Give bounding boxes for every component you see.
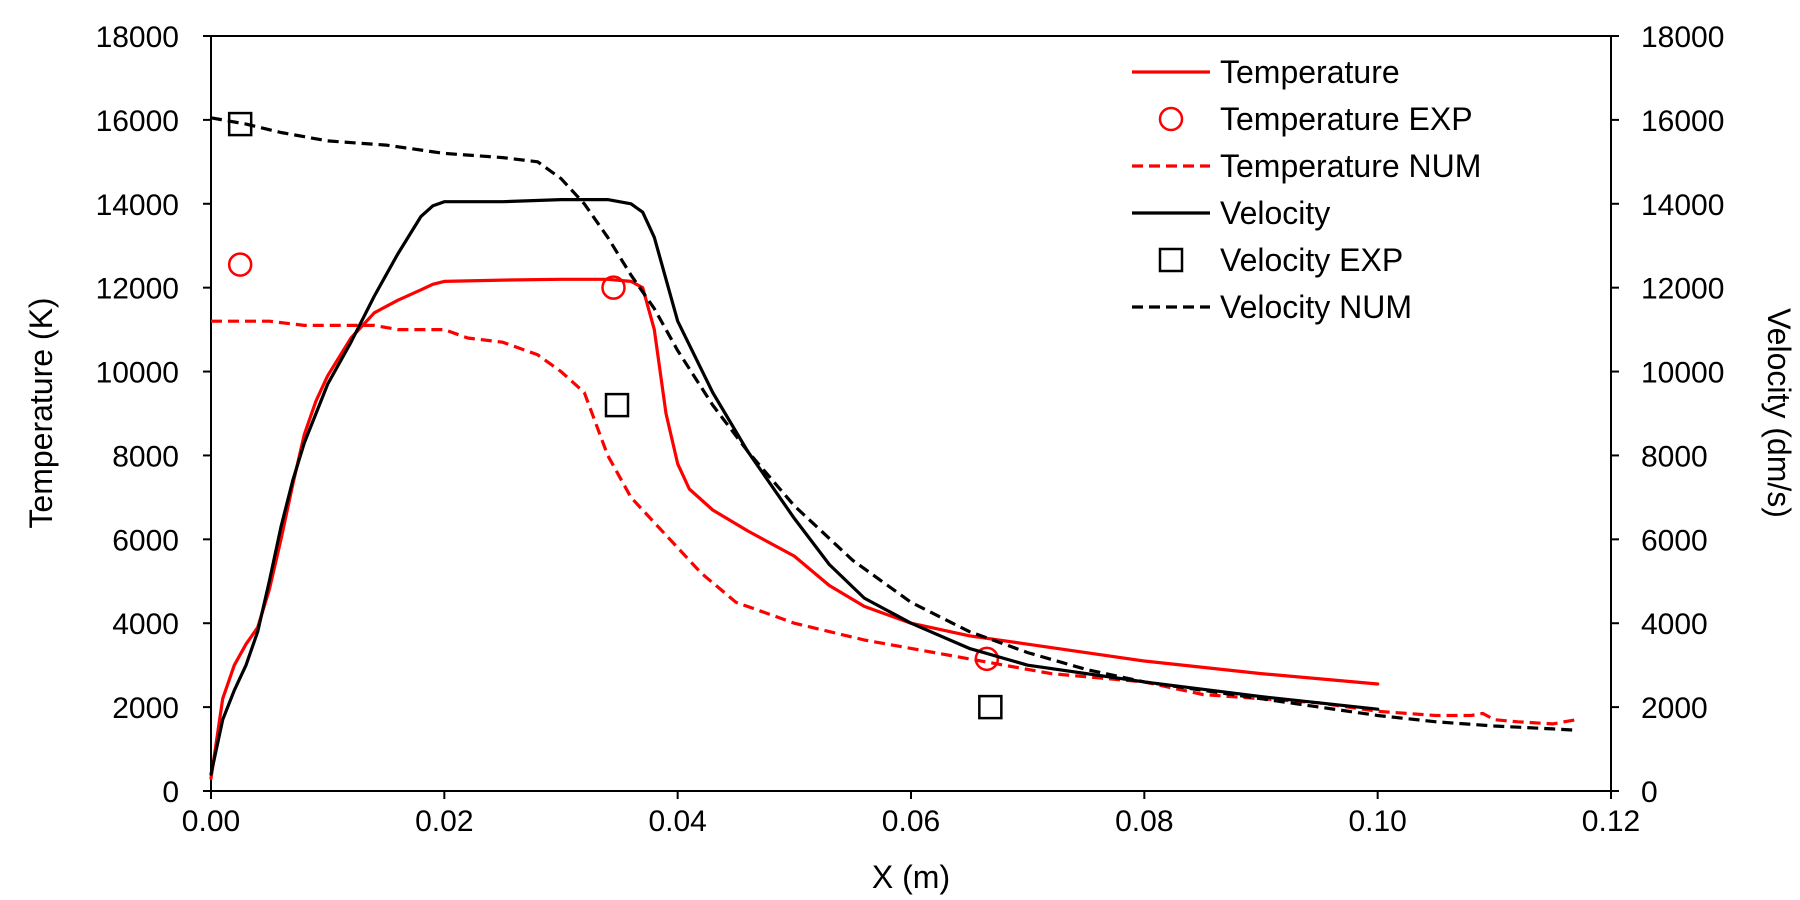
data-point-velocity-exp	[604, 392, 630, 418]
series-line-temperature-num	[211, 319, 1577, 726]
x-tick-label: 0.04	[648, 805, 706, 838]
y2-axis-title: Velocity (dm/s)	[1761, 308, 1797, 518]
x-axis-title: X (m)	[872, 859, 950, 895]
y-tick-label: 0	[162, 776, 179, 809]
y2-tick-label: 14000	[1641, 189, 1724, 222]
legend-label-velocity: Velocity	[1220, 195, 1330, 231]
y2-tick-label: 16000	[1641, 105, 1724, 138]
series-layer	[209, 111, 1577, 781]
legend-swatch-temperature-exp	[1158, 106, 1184, 132]
series-line-temperature	[209, 277, 1380, 781]
data-point-temperature-exp	[601, 275, 626, 300]
legend-swatch-velocity-exp	[1158, 247, 1184, 273]
y-tick-label: 14000	[96, 189, 179, 222]
x-tick-label: 0.10	[1348, 805, 1406, 838]
ticks-layer: 0.00 0.02 0.04 0.06 0.08 0.10 0.12020004000600…	[96, 21, 1725, 838]
legend-label-velocity-num: Velocity NUM	[1220, 289, 1412, 325]
y-tick-label: 12000	[96, 273, 179, 306]
series-line-velocity-num	[210, 116, 1577, 732]
series-line-velocity	[209, 198, 1380, 776]
y2-tick-label: 10000	[1641, 357, 1724, 390]
legend-label-velocity-exp: Velocity EXP	[1220, 242, 1403, 278]
x-tick-label: 0.00	[182, 805, 240, 838]
y2-tick-label: 12000	[1641, 273, 1724, 306]
y-tick-label: 8000	[112, 440, 179, 473]
y2-tick-label: 0	[1641, 776, 1658, 809]
data-point-velocity-exp	[978, 694, 1003, 720]
y-tick-label: 4000	[112, 608, 179, 641]
legend-label-temperature-num: Temperature NUM	[1220, 148, 1481, 184]
y2-tick-label: 2000	[1641, 692, 1708, 725]
y-tick-label: 10000	[96, 357, 179, 390]
y-axis-title: Temperature (K)	[23, 297, 59, 528]
y-tick-label: 6000	[112, 524, 179, 557]
y2-tick-label: 8000	[1641, 440, 1708, 473]
plot-area	[210, 35, 1612, 792]
y2-tick-label: 6000	[1641, 524, 1708, 557]
legend-label-temperature-exp: Temperature EXP	[1220, 101, 1473, 137]
data-point-temperature-exp	[227, 252, 253, 277]
y-tick-label: 2000	[112, 692, 179, 725]
y2-tick-label: 18000	[1641, 21, 1724, 54]
legend-label-temperature: Temperature	[1220, 54, 1400, 90]
legend: Temperature Temperature EXP Temperature NU…	[1132, 54, 1481, 325]
x-tick-label: 0.02	[415, 805, 473, 838]
x-tick-label: 0.06	[882, 805, 940, 838]
y2-tick-label: 4000	[1641, 608, 1708, 641]
x-tick-label: 0.08	[1115, 805, 1173, 838]
y-tick-label: 18000	[96, 21, 179, 54]
y-tick-label: 16000	[96, 105, 179, 138]
x-tick-label: 0.12	[1582, 805, 1640, 838]
